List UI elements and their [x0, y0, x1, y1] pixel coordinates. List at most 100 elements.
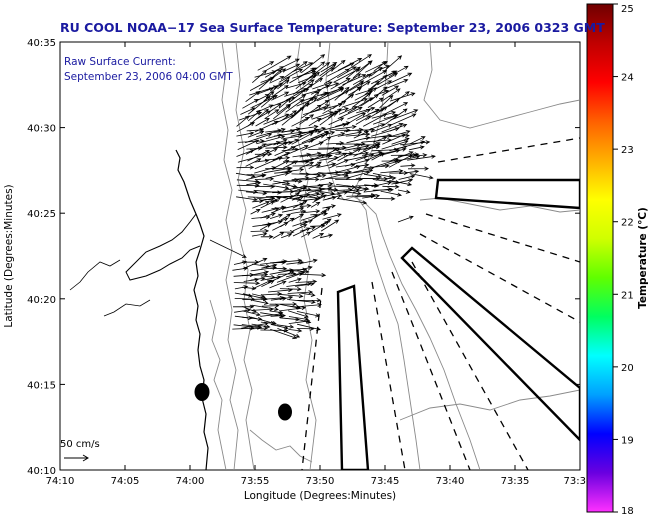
x-tick-label: 73:45: [371, 476, 400, 487]
current-vector: [320, 218, 332, 226]
current-vector: [288, 316, 309, 321]
current-vector: [319, 112, 338, 126]
current-vector: [244, 133, 273, 144]
current-vector: [300, 54, 326, 74]
current-vector: [307, 91, 320, 103]
scale-arrow: [64, 454, 89, 462]
current-vector: [400, 140, 431, 146]
current-vector: [251, 307, 274, 312]
current-vector: [260, 212, 276, 219]
current-vector: [399, 169, 420, 175]
current-vector: [288, 277, 302, 283]
current-vector: [246, 181, 262, 186]
current-vector: [270, 313, 287, 318]
current-vector: [271, 206, 287, 214]
current-vector: [272, 68, 287, 79]
current-vector: [382, 108, 408, 127]
current-vector: [296, 311, 320, 318]
current-vector: [263, 148, 278, 156]
current-vector: [282, 61, 308, 79]
current-vector: [397, 215, 414, 223]
current-vector: [373, 158, 399, 168]
surface-current-vectors: [209, 54, 436, 340]
current-vector: [271, 91, 290, 101]
current-vector: [296, 326, 315, 331]
current-vector: [291, 213, 305, 222]
current-vector: [256, 87, 274, 95]
current-vector: [242, 310, 261, 317]
x-tick-label: 73:35: [501, 476, 530, 487]
current-vector: [292, 200, 308, 209]
inland-shore: [69, 259, 151, 317]
current-vector: [242, 257, 268, 270]
current-vector: [301, 231, 312, 238]
current-vector: [353, 143, 381, 157]
current-vector: [337, 107, 363, 119]
current-vector: [292, 79, 315, 95]
current-vector: [328, 117, 345, 126]
current-vector: [388, 65, 409, 78]
current-label: Raw Surface Current:: [64, 56, 176, 68]
current-vector: [380, 190, 403, 197]
current-vector: [356, 106, 376, 114]
current-vector: [263, 166, 293, 174]
y-axis-label: Latitude (Degrees:Minutes): [3, 184, 15, 327]
current-vector: [277, 328, 301, 338]
current-vector: [380, 169, 404, 174]
current-vector: [310, 84, 330, 95]
channel-polygons: [336, 178, 580, 470]
current-vector: [310, 221, 330, 233]
radial-dashed-lines: [301, 137, 580, 470]
current-vector: [245, 143, 267, 155]
current-vector: [281, 110, 297, 121]
x-tick-label: 73:40: [436, 476, 465, 487]
current-vector: [261, 207, 280, 213]
current-vector: [344, 158, 370, 167]
x-tick-label: 74:05: [111, 476, 140, 487]
current-vector: [292, 227, 311, 237]
current-vector: [391, 178, 414, 185]
current-vector: [274, 146, 296, 156]
buoy-marker: [194, 383, 210, 401]
current-vector: [269, 76, 285, 84]
current-vector: [252, 200, 271, 209]
current-vector: [256, 127, 286, 138]
current-vector: [305, 77, 324, 91]
current-vector: [291, 195, 305, 201]
current-vector: [328, 159, 350, 169]
current-vector: [320, 207, 331, 214]
current-vector: [308, 161, 322, 170]
current-vector: [232, 266, 249, 271]
current-vector: [379, 94, 394, 109]
x-tick-label: 74:10: [46, 476, 75, 487]
current-vector: [259, 196, 276, 202]
current-vector: [286, 281, 312, 287]
current-vector: [246, 173, 267, 180]
current-vector: [280, 192, 301, 203]
current-vector: [322, 213, 342, 220]
current-vector: [309, 154, 326, 162]
current-vector: [308, 173, 327, 180]
current-vector: [336, 66, 357, 79]
current-vector: [256, 135, 286, 145]
current-vector: [296, 302, 323, 308]
current-vector: [260, 95, 276, 108]
current-vector: [252, 300, 269, 305]
current-vector: [333, 68, 360, 83]
current-vector: [347, 97, 374, 114]
current-vector: [364, 74, 388, 96]
current-vector: [311, 210, 328, 220]
current-vector: [251, 304, 279, 312]
current-vector: [373, 136, 388, 143]
current-vector: [362, 194, 381, 199]
current-vector: [288, 328, 303, 333]
current-vector: [361, 150, 383, 156]
sandy-hook-spit: [125, 213, 201, 281]
current-vector: [280, 213, 292, 221]
x-axis-ticks: 74:10 74:05 74:00 73:55 73:50 73:45 73:40 73:35…: [46, 42, 586, 487]
current-vector: [272, 178, 300, 185]
current-vector: [264, 66, 285, 78]
current-vector: [236, 122, 256, 133]
current-vector: [260, 234, 274, 239]
figure-title: RU COOL NOAA−17 Sea Surface Temperature:…: [60, 20, 605, 35]
